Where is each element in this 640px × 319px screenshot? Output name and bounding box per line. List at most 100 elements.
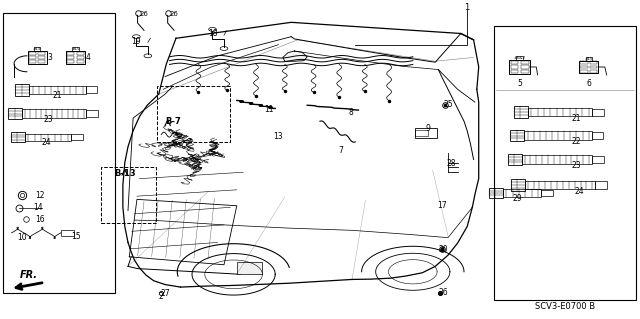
- Bar: [25, 134, 71, 141]
- Text: SCV3-E0700 B: SCV3-E0700 B: [535, 302, 595, 311]
- Text: 2: 2: [159, 292, 164, 300]
- Text: 23: 23: [43, 115, 53, 124]
- Bar: [580, 70, 588, 73]
- Bar: [3, 13, 115, 293]
- Text: 4: 4: [86, 53, 91, 62]
- Text: 26: 26: [438, 288, 448, 297]
- Bar: [38, 52, 45, 55]
- Bar: [511, 61, 518, 64]
- Text: 11: 11: [264, 105, 273, 114]
- Bar: [67, 56, 74, 59]
- Bar: [541, 190, 553, 196]
- Bar: [415, 128, 437, 138]
- Bar: [521, 70, 529, 73]
- Text: 12: 12: [35, 191, 44, 200]
- Polygon shape: [283, 51, 307, 61]
- Bar: [595, 182, 607, 189]
- Bar: [38, 56, 45, 59]
- Text: 24: 24: [41, 138, 51, 147]
- Bar: [101, 167, 156, 223]
- Text: 14: 14: [33, 203, 44, 212]
- Text: 9: 9: [425, 124, 430, 133]
- Bar: [521, 61, 529, 64]
- Bar: [77, 60, 84, 63]
- Bar: [11, 132, 25, 142]
- Bar: [590, 61, 597, 64]
- Bar: [67, 52, 74, 55]
- Bar: [77, 52, 84, 55]
- Text: 3: 3: [47, 53, 52, 62]
- Text: 24: 24: [574, 187, 584, 196]
- Text: #6&2: #6&2: [514, 56, 525, 60]
- Text: 18: 18: [208, 29, 217, 38]
- Bar: [29, 60, 36, 63]
- Text: 20: 20: [438, 245, 448, 254]
- Text: 17: 17: [436, 201, 447, 210]
- Bar: [66, 51, 85, 64]
- Bar: [29, 56, 36, 59]
- Text: 21: 21: [572, 114, 580, 123]
- Text: B-13: B-13: [114, 169, 136, 178]
- Bar: [528, 108, 592, 116]
- Bar: [580, 61, 588, 64]
- Text: 28: 28: [447, 159, 456, 168]
- Bar: [579, 61, 598, 73]
- Bar: [8, 108, 22, 119]
- Bar: [237, 262, 262, 274]
- Text: 15: 15: [70, 232, 81, 241]
- Bar: [29, 86, 86, 94]
- Text: 27: 27: [160, 289, 170, 298]
- Bar: [29, 52, 36, 55]
- Text: 16: 16: [35, 215, 45, 224]
- Bar: [494, 26, 636, 300]
- Bar: [590, 65, 597, 69]
- Bar: [509, 60, 530, 74]
- Bar: [522, 155, 592, 164]
- Bar: [580, 65, 588, 69]
- Bar: [511, 179, 525, 191]
- Bar: [38, 60, 45, 63]
- Text: 26: 26: [170, 11, 179, 17]
- Bar: [590, 70, 597, 73]
- Text: 26: 26: [140, 11, 148, 17]
- Text: 21: 21: [53, 91, 62, 100]
- Bar: [157, 86, 230, 142]
- Bar: [28, 51, 47, 64]
- Bar: [22, 109, 86, 118]
- Bar: [591, 132, 603, 139]
- Text: 25: 25: [443, 100, 453, 109]
- Bar: [86, 86, 97, 93]
- Text: 13: 13: [273, 132, 284, 141]
- Text: #15: #15: [584, 57, 593, 61]
- Bar: [77, 56, 84, 59]
- Text: #19: #19: [33, 47, 42, 51]
- Text: 19: 19: [131, 37, 141, 46]
- Bar: [71, 134, 83, 140]
- Bar: [61, 230, 74, 236]
- Text: 22: 22: [572, 137, 580, 146]
- Text: 5: 5: [517, 79, 522, 88]
- Text: 8: 8: [348, 108, 353, 117]
- Text: #15: #15: [71, 47, 80, 51]
- Bar: [415, 130, 428, 136]
- Text: B-7: B-7: [165, 117, 180, 126]
- Bar: [514, 107, 528, 118]
- Bar: [511, 70, 518, 73]
- Bar: [15, 84, 29, 96]
- Bar: [511, 65, 518, 69]
- Text: 6: 6: [586, 79, 591, 88]
- Bar: [86, 110, 98, 117]
- Text: 1: 1: [465, 4, 470, 12]
- Bar: [67, 60, 74, 63]
- Bar: [592, 156, 604, 163]
- Bar: [525, 181, 595, 189]
- Bar: [503, 189, 541, 197]
- Bar: [511, 130, 525, 141]
- Text: 23: 23: [571, 161, 581, 170]
- Bar: [525, 131, 592, 140]
- Text: 10: 10: [17, 233, 28, 242]
- Text: 29: 29: [512, 194, 522, 203]
- Bar: [521, 65, 529, 69]
- Bar: [592, 109, 604, 116]
- Text: 7: 7: [338, 146, 343, 155]
